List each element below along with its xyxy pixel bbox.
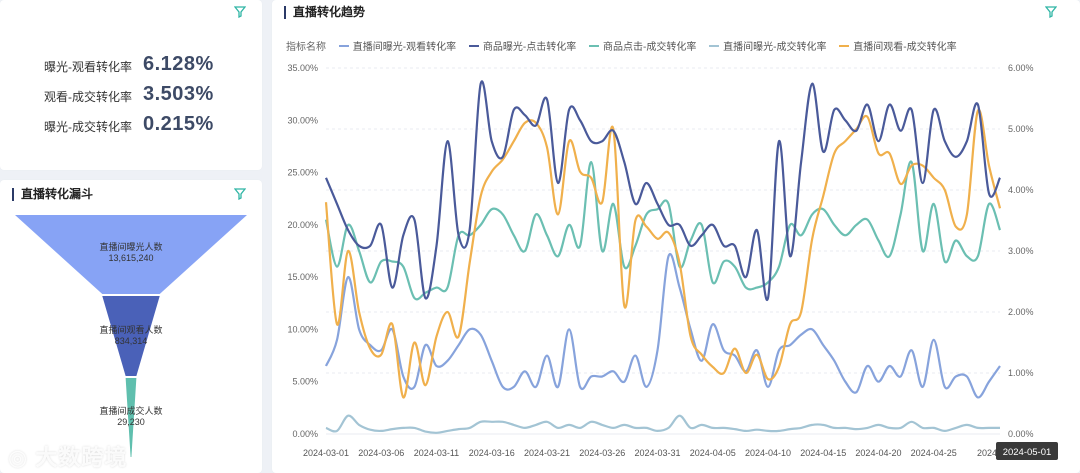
trend-chart[interactable]: 0.00% 5.00% 10.00% 15.00% 20.00% 25.00% 30.00%… (272, 0, 1080, 473)
y-left-tick-label: 10.00% (287, 324, 318, 334)
tooltip-date-text: 2024-05-01 (1003, 447, 1052, 458)
kpi-panel: 曝光-观看转化率 6.128% 观看-成交转化率 3.503% 曝光-成交转化率… (0, 0, 262, 170)
series-line[interactable] (324, 252, 1001, 399)
legend-item[interactable]: 直播间曝光-观看转化率 (338, 38, 457, 53)
y-right-tick-label: 6.00% (1008, 63, 1034, 73)
y-right-tick-label: 2.00% (1008, 307, 1034, 317)
funnel-label-exposure: 直播间曝光人数 13,615,240 (0, 242, 262, 264)
funnel-stage-label: 直播间曝光人数 (99, 242, 163, 252)
y-left-tick-label: 30.00% (287, 115, 318, 125)
funnel-stage-value: 13,615,240 (108, 253, 154, 263)
tooltip-date-chip: 2024-05-01 (996, 442, 1058, 460)
kpi-row-exposure-order-rate: 曝光-成交转化率 0.215% (0, 113, 262, 137)
chart-legend: 指标名称 直播间曝光-观看转化率 商品曝光-点击转化率 商品点击-成交转化率 直… (286, 38, 967, 53)
x-tick-label: 2024-03-31 (634, 448, 680, 458)
tooltip-date-bg (996, 442, 1058, 460)
x-tick-label: 2024-04-20 (855, 448, 901, 458)
legend-item[interactable]: 商品曝光-点击转化率 (468, 38, 577, 53)
y-right-tick-label: 3.00% (1008, 246, 1034, 256)
legend-item[interactable]: 商品点击-成交转化率 (589, 38, 696, 53)
x-tick-label: 2024-03-11 (414, 448, 459, 458)
legend-swatch (839, 45, 850, 48)
legend-swatch (589, 45, 600, 48)
legend-label: 直播间曝光-观看转化率 (352, 42, 457, 53)
x-tick-label: 2024-03-16 (469, 448, 515, 458)
legend-swatch (709, 45, 720, 48)
funnel-stage-label: 直播间观看人数 (99, 325, 163, 335)
funnel-panel: 直播转化漏斗 直播间曝光人数 13,615,240 直播间观看人数 834,31… (0, 180, 262, 473)
funnel-chart (15, 215, 247, 457)
legend-item[interactable]: 直播间曝光-成交转化率 (709, 38, 827, 53)
y-left-tick-label: 35.00% (287, 63, 318, 73)
x-tick-label: 2024-04-25 (911, 448, 957, 458)
y-left-tick-label: 25.00% (287, 168, 318, 178)
x-tick-label: 2024-04-10 (745, 448, 791, 458)
x-tick-label: 2024-03-21 (524, 448, 570, 458)
watermark: ◎ 大数跨境 (8, 440, 127, 472)
y-right-tick-label: 5.00% (1008, 124, 1034, 134)
x-tick-label: 2024-04-05 (690, 448, 736, 458)
funnel-title: 直播转化漏斗 (12, 188, 93, 201)
y-left-tick-label: 15.00% (287, 272, 318, 282)
legend-label: 直播间观看-成交转化率 (853, 42, 957, 53)
funnel-stage-value: 834,314 (114, 336, 148, 346)
legend-swatch (338, 45, 349, 48)
filter-icon[interactable] (1045, 6, 1057, 18)
y-right-tick-label: 4.00% (1008, 185, 1034, 195)
series-line[interactable] (324, 108, 1002, 399)
legend-swatch (468, 45, 479, 48)
series-line[interactable] (324, 160, 1002, 301)
funnel-stage-order[interactable] (125, 378, 137, 457)
legend-label: 商品点击-成交转化率 (603, 42, 697, 53)
kpi-value: 0.215% (143, 113, 214, 135)
y-left-tick-label: 20.00% (287, 220, 318, 230)
watermark-text: 大数跨境 (35, 445, 128, 470)
kpi-label: 观看-成交转化率 (44, 90, 132, 104)
kpi-row-view-rate: 曝光-观看转化率 6.128% (0, 53, 262, 77)
kpi-row-order-rate: 观看-成交转化率 3.503% (0, 83, 262, 107)
legend-item[interactable]: 直播间观看-成交转化率 (839, 38, 957, 53)
kpi-label: 曝光-成交转化率 (44, 120, 132, 134)
funnel-stage-exposure[interactable] (15, 215, 247, 294)
funnel-stage-value: 29,230 (117, 417, 145, 427)
watermark-icon: ◎ (8, 445, 29, 470)
funnel-stage-view[interactable] (102, 296, 160, 376)
legend-title: 指标名称 (286, 42, 326, 53)
kpi-value: 3.503% (143, 83, 214, 105)
series-line[interactable] (325, 414, 1000, 434)
y-left-tick-label: 5.00% (292, 377, 318, 387)
filter-icon[interactable] (234, 6, 246, 18)
legend-label: 直播间曝光-成交转化率 (723, 42, 827, 53)
y-left-tick-label: 0.00% (292, 429, 318, 439)
funnel-stage-label: 直播间成交人数 (99, 406, 163, 416)
x-tick-label: 2024-03-06 (358, 448, 404, 458)
funnel-label-view: 直播间观看人数 834,314 (0, 325, 262, 347)
kpi-label: 曝光-观看转化率 (44, 60, 132, 74)
legend-label: 商品曝光-点击转化率 (482, 42, 577, 53)
x-tick-label: 2024-03-01 (303, 448, 349, 458)
series-line[interactable] (324, 80, 1002, 301)
filter-icon[interactable] (234, 188, 246, 200)
trend-panel: 直播转化趋势 指标名称 直播间曝光-观看转化率 商品曝光-点击转化率 商品点击-… (272, 0, 1080, 473)
trend-title: 直播转化趋势 (284, 6, 365, 19)
y-right-tick-label: 0.00% (1008, 429, 1034, 439)
x-tick-label: 2024-03-26 (579, 448, 625, 458)
kpi-value: 6.128% (143, 53, 214, 75)
y-right-tick-label: 1.00% (1008, 368, 1034, 378)
funnel-label-order: 直播间成交人数 29,230 (0, 406, 262, 428)
x-tick-label: 2024-04-15 (800, 448, 846, 458)
